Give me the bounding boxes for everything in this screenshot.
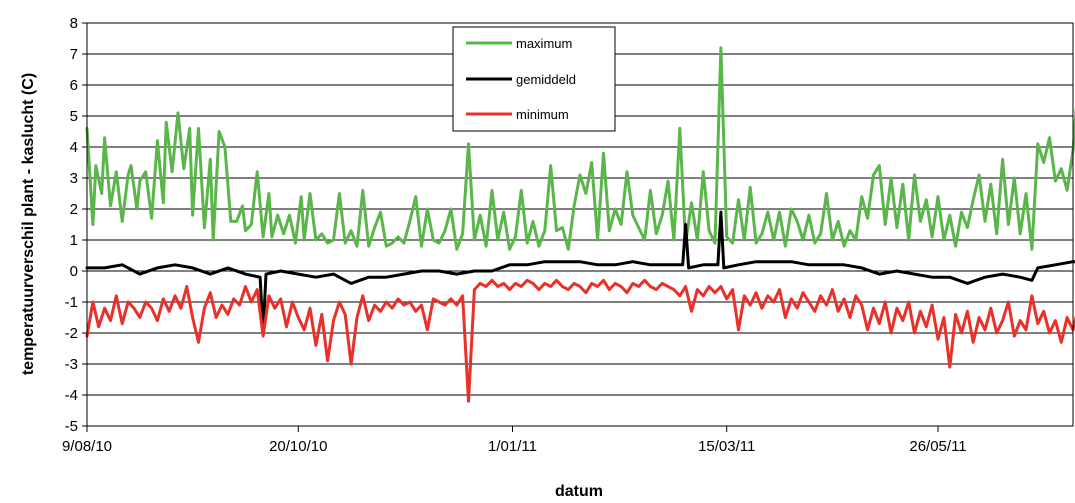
y-tick-label: 1 (70, 232, 78, 249)
legend-label-maximum: maximum (516, 36, 572, 51)
x-tick-label: 1/01/11 (488, 438, 537, 455)
series-line-gemiddeld (85, 210, 1075, 335)
y-tick-label: -1 (65, 294, 78, 311)
legend-label-minimum: minimum (516, 107, 569, 122)
y-tick-label: 5 (70, 108, 78, 125)
x-axis-title: datum (555, 483, 603, 500)
y-axis-title: temperatuurverschil plant - kaslucht (C) (20, 73, 37, 375)
legend: maximum gemiddeld minimum (452, 26, 616, 132)
y-tick-label: -4 (65, 387, 78, 404)
y-tick-label: 6 (70, 77, 78, 94)
legend-label-gemiddeld: gemiddeld (516, 72, 576, 87)
y-tick-label: -3 (65, 356, 78, 373)
x-tick-label: 9/08/10 (62, 438, 112, 455)
y-tick-label: -5 (65, 418, 78, 435)
y-tick-label: 0 (70, 263, 78, 280)
y-tick-label: 4 (70, 139, 78, 156)
x-tick-label: 20/10/10 (269, 438, 327, 455)
plot-area-frame (86, 22, 1074, 427)
series-line-minimum (85, 278, 1075, 403)
series-line-maximum (85, 46, 1075, 251)
y-tick-label: 3 (70, 170, 78, 187)
y-tick-label: -2 (65, 325, 78, 342)
x-axis-ticks: 9/08/10 20/10/10 1/01/11 15/03/11 26/05/11 (62, 426, 967, 455)
y-tick-label: 7 (70, 46, 78, 63)
y-tick-label: 8 (70, 15, 78, 32)
series-lines (85, 46, 1075, 403)
y-axis-ticks: -5 -4 -3 -2 -1 0 1 2 3 4 5 6 7 8 (65, 15, 87, 435)
x-tick-label: 26/05/11 (909, 438, 966, 455)
y-tick-label: 2 (70, 201, 78, 218)
x-tick-label: 15/03/11 (698, 438, 755, 455)
